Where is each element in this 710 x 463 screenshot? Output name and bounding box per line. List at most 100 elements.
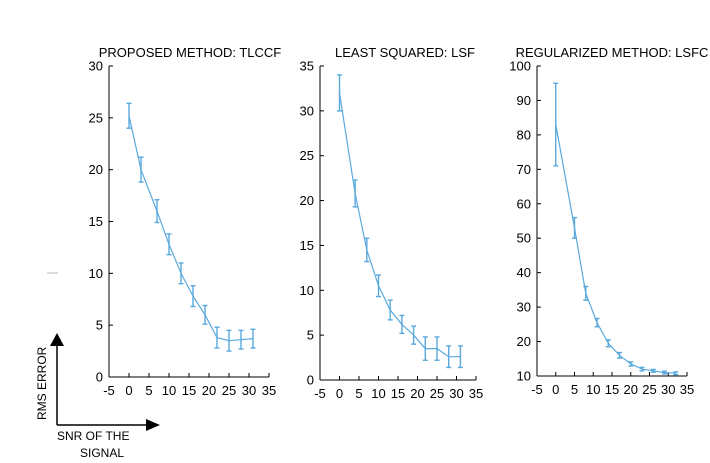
error-bar <box>178 262 184 285</box>
x-tick-label: 5 <box>355 386 362 401</box>
chart-title: LEAST SQUARED: LSF <box>335 45 475 60</box>
error-bar <box>154 199 160 224</box>
error-bar <box>411 325 417 345</box>
error-bar <box>639 366 645 372</box>
error-bar <box>364 237 370 263</box>
x-tick-label: -5 <box>531 382 543 397</box>
error-bar <box>446 345 452 369</box>
x-tick-label: 35 <box>469 386 483 401</box>
chart-panel-3: REGULARIZED METHOD: LSFC 10 20 30 40 50 60 70 80… <box>509 45 708 397</box>
error-bar <box>673 371 679 376</box>
error-bar <box>617 351 622 359</box>
error-bar <box>662 370 667 375</box>
x-tick-label: 25 <box>642 382 656 397</box>
x-tick-label: 10 <box>162 383 176 398</box>
error-bar <box>553 82 559 167</box>
error-bar <box>650 368 656 373</box>
y-tick-label: 20 <box>89 162 103 177</box>
x-tick-label: 15 <box>391 386 405 401</box>
x-tick-label: 30 <box>242 383 256 398</box>
x-tick-label: 20 <box>202 383 216 398</box>
x-tick-label: 20 <box>624 382 638 397</box>
x-axis-label-line1: SNR OF THE <box>57 429 129 443</box>
y-tick-label: 10 <box>89 266 103 281</box>
y-tick-label: 35 <box>300 59 314 74</box>
x-tick-label: 0 <box>336 386 343 401</box>
y-tick-label: 70 <box>517 162 531 177</box>
error-bar <box>387 299 393 321</box>
y-tick-label: 0 <box>307 373 314 388</box>
error-bar <box>457 345 463 369</box>
y-axis-arrow-head <box>50 333 64 346</box>
x-tick-label: 10 <box>371 386 385 401</box>
x-tick-label: 0 <box>552 382 559 397</box>
error-bar <box>376 274 381 298</box>
y-tick-label: 50 <box>517 231 531 246</box>
y-tick-label: 30 <box>300 103 314 118</box>
y-tick-label: 10 <box>517 369 531 384</box>
x-tick-label: 30 <box>661 382 675 397</box>
series-line <box>555 124 676 374</box>
error-bar <box>138 156 144 183</box>
series-line <box>338 92 461 358</box>
error-bar <box>434 336 440 361</box>
x-axis-label-line2: SIGNAL <box>80 446 124 460</box>
error-bar <box>628 361 634 367</box>
error-bar <box>250 328 256 349</box>
y-tick-label: 40 <box>517 265 531 280</box>
error-bar <box>166 233 172 256</box>
x-tick-label: 0 <box>125 383 132 398</box>
y-tick-label: 20 <box>517 334 531 349</box>
x-tick-label: 35 <box>680 382 694 397</box>
x-tick-label: 25 <box>222 383 236 398</box>
x-tick-label: 5 <box>145 383 152 398</box>
x-tick-label: 10 <box>586 382 600 397</box>
error-bar <box>605 339 611 348</box>
y-tick-label: 20 <box>300 193 314 208</box>
x-tick-label: -5 <box>103 383 115 398</box>
chart-title: REGULARIZED METHOD: LSFC <box>516 45 709 60</box>
x-tick-label: 25 <box>430 386 444 401</box>
y-tick-label: 100 <box>509 59 531 74</box>
x-tick-label: 5 <box>571 382 578 397</box>
error-bar <box>202 304 208 325</box>
error-bar <box>190 285 196 308</box>
error-bar <box>226 329 232 352</box>
y-tick-label: 80 <box>517 127 531 142</box>
y-tick-label: 15 <box>89 214 103 229</box>
error-bar <box>352 179 358 208</box>
y-tick-label: 5 <box>307 328 314 343</box>
y-tick-label: 25 <box>300 148 314 163</box>
error-bar <box>572 216 577 239</box>
error-bar <box>422 336 428 361</box>
x-tick-label: 15 <box>182 383 196 398</box>
error-bar <box>238 329 244 350</box>
chart-title: PROPOSED METHOD: TLCCF <box>99 45 282 60</box>
y-tick-label: 30 <box>89 59 103 74</box>
error-bar <box>126 102 132 129</box>
error-bar <box>399 314 405 335</box>
error-bar <box>337 74 342 112</box>
x-tick-label: 35 <box>262 383 276 398</box>
y-tick-label: 10 <box>300 283 314 298</box>
error-bar <box>583 285 589 301</box>
y-tick-label: 15 <box>300 238 314 253</box>
y-tick-label: 90 <box>517 93 531 108</box>
y-tick-label: 30 <box>517 300 531 315</box>
x-tick-label: -5 <box>314 386 326 401</box>
x-tick-label: 20 <box>410 386 424 401</box>
error-bar <box>594 317 600 328</box>
y-tick-label: 60 <box>517 196 531 211</box>
y-tick-label: 25 <box>89 110 103 125</box>
x-tick-label: 30 <box>449 386 463 401</box>
y-tick-label: 5 <box>96 318 103 333</box>
y-tick-label: 0 <box>96 370 103 385</box>
error-bar <box>214 326 220 349</box>
x-tick-label: 15 <box>605 382 619 397</box>
x-axis-arrow-head <box>146 419 160 431</box>
y-axis-label: RMS ERROR <box>35 346 49 420</box>
